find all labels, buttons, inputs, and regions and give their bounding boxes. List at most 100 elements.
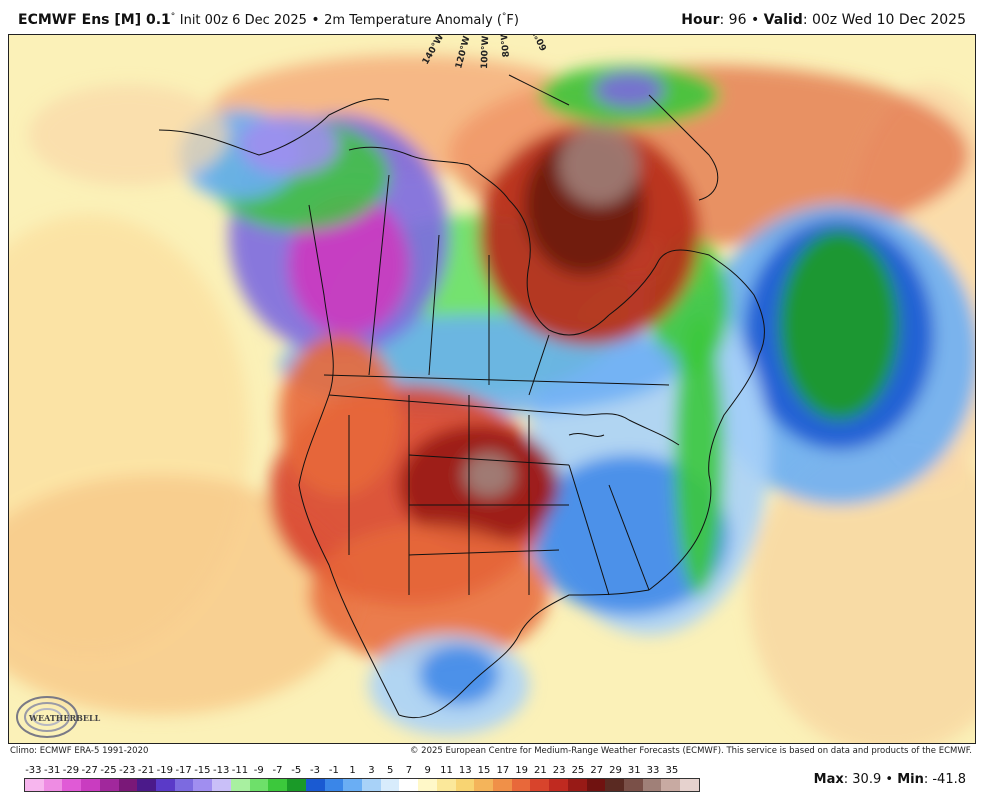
colorbar-label: -29	[62, 765, 80, 776]
colorbar-swatch	[605, 779, 624, 791]
colorbar-label: 9	[424, 765, 431, 776]
map-canvas: 140°W 120°W 100°W 80°W 60°W WEATHERBELL	[9, 35, 975, 743]
colorbar-swatch	[174, 779, 194, 791]
colorbar-label: -23	[119, 765, 136, 776]
colorbar-swatch	[680, 779, 699, 791]
max-label: Max	[813, 772, 844, 787]
colorbar-label: 1	[349, 765, 356, 776]
colorbar-swatch	[249, 779, 269, 791]
max-min-readout: Max: 30.9 • Min: -41.8	[813, 772, 966, 787]
colorbar-swatch	[81, 779, 100, 791]
product-name: 2m Temperature Anomaly (	[324, 13, 502, 28]
header: ECMWF Ens [M] 0.1° Init 00z 6 Dec 2025 •…	[0, 0, 984, 34]
colorbar-label: 15	[477, 765, 491, 776]
max-value: : 30.9	[843, 772, 882, 787]
colorbar-label: 3	[368, 765, 375, 776]
colorbar-label: -21	[137, 765, 155, 776]
colorbar-label: 23	[552, 765, 566, 776]
anomaly-shading	[9, 55, 975, 743]
valid-value: : 00z Wed 10 Dec 2025	[802, 12, 966, 28]
min-value: : -41.8	[923, 772, 966, 787]
colorbar-labels: -33 -31 -29 -27 -25 -23 -21 -19 -17 -15 -13 -11 -9 -7…	[14, 765, 714, 777]
meridian-100w: 100°W	[480, 35, 491, 69]
colorbar-label: 13	[458, 765, 472, 776]
colorbar-label: -17	[175, 765, 192, 776]
weatherbell-logo: WEATHERBELL	[16, 696, 101, 738]
colorbar-swatch	[624, 779, 643, 791]
colorbar-label: 31	[627, 765, 641, 776]
separator: •	[311, 12, 320, 28]
colorbar-swatch	[137, 779, 157, 791]
colorbar-swatch	[212, 779, 231, 791]
colorbar-swatch	[43, 779, 63, 791]
colorbar-label: 35	[665, 765, 679, 776]
map-title: ECMWF Ens [M] 0.1° Init 00z 6 Dec 2025 •…	[18, 12, 519, 28]
min-label: Min	[897, 772, 924, 787]
colorbar-swatch	[287, 779, 306, 791]
colorbar-label: 25	[571, 765, 585, 776]
meridian-80w: 80°W	[500, 35, 512, 58]
colorbar-swatch	[492, 779, 512, 791]
colorbar-label: -9	[253, 765, 264, 776]
colorbar-label: -1	[328, 765, 339, 776]
climo-credit: Climo: ECMWF ERA-5 1991-2020	[10, 746, 149, 756]
colorbar-label: -15	[194, 765, 211, 776]
copyright-credit: © 2025 European Centre for Medium-Range …	[409, 746, 972, 756]
hour-label: Hour	[681, 12, 720, 28]
colorbar-label: 17	[496, 765, 510, 776]
colorbar-label: -11	[231, 765, 249, 776]
colorbar	[24, 778, 700, 792]
colorbar-swatch	[530, 779, 550, 791]
colorbar-swatch	[193, 779, 213, 791]
boundaries-layer	[158, 74, 765, 719]
colorbar-swatch	[305, 779, 325, 791]
colorbar-label: -25	[100, 765, 117, 776]
hour-value: : 96	[719, 12, 747, 28]
colorbar-swatch	[399, 779, 419, 791]
colorbar-swatch	[62, 779, 82, 791]
colorbar-swatch	[156, 779, 175, 791]
colorbar-label: -5	[291, 765, 302, 776]
colorbar-label: 7	[405, 765, 413, 776]
colorbar-swatch	[25, 779, 44, 791]
anomaly-map[interactable]: 140°W 120°W 100°W 80°W 60°W WEATHERBELL	[8, 34, 976, 744]
colorbar-swatch	[549, 779, 568, 791]
colorbar-label: 11	[440, 765, 453, 776]
colorbar-swatch	[324, 779, 344, 791]
colorbar-swatch	[361, 779, 381, 791]
colorbar-swatch	[99, 779, 119, 791]
colorbar-label: -27	[81, 765, 98, 776]
colorbar-swatch	[418, 779, 437, 791]
colorbar-label: 29	[609, 765, 622, 776]
colorbar-swatch	[380, 779, 400, 791]
colorbar-label: -19	[156, 765, 173, 776]
colorbar-swatch	[343, 779, 362, 791]
colorbar-swatch	[567, 779, 587, 791]
colorbar-label: 5	[386, 765, 394, 776]
colorbar-label: 27	[590, 765, 604, 776]
colorbar-swatch	[118, 779, 138, 791]
product-unit: F)	[506, 13, 519, 28]
colorbar-swatch	[268, 779, 288, 791]
colorbar-label: -7	[272, 765, 283, 776]
colorbar-label: -33	[25, 765, 42, 776]
colorbar-swatch	[661, 779, 681, 791]
colorbar-label: -31	[43, 765, 61, 776]
colorbar-swatch	[455, 779, 475, 791]
model-name: ECMWF Ens [M] 0.1	[18, 12, 171, 28]
colorbar-label: -13	[212, 765, 230, 776]
colorbar-swatch	[511, 779, 531, 791]
logo-text: WEATHERBELL	[28, 713, 101, 723]
colorbar-label: 21	[534, 765, 547, 776]
colorbar-swatch	[230, 779, 250, 791]
valid-info: Hour: 96 • Valid: 00z Wed 10 Dec 2025	[681, 12, 966, 28]
colorbar-swatch	[474, 779, 493, 791]
colorbar-swatch	[586, 779, 606, 791]
colorbar-label: 33	[646, 765, 660, 776]
colorbar-label: -3	[310, 765, 321, 776]
colorbar-swatch	[436, 779, 456, 791]
init-time: Init 00z 6 Dec 2025	[179, 13, 307, 28]
colorbar-label: 19	[515, 765, 528, 776]
valid-label: Valid	[763, 12, 803, 28]
colorbar-swatch	[642, 779, 662, 791]
